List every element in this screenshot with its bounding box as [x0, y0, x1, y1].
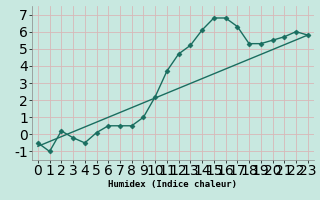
X-axis label: Humidex (Indice chaleur): Humidex (Indice chaleur): [108, 180, 237, 189]
